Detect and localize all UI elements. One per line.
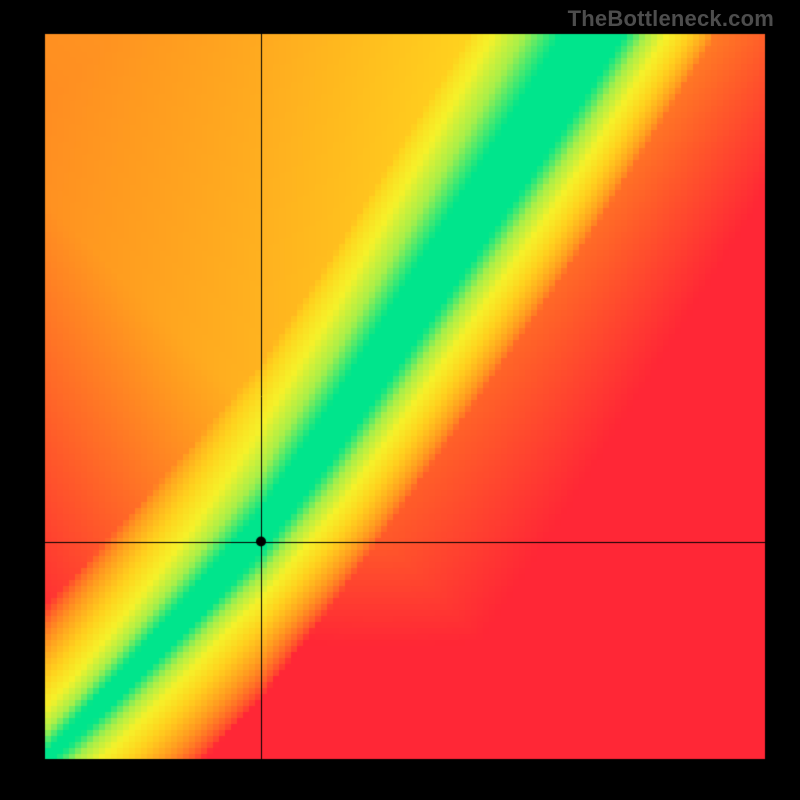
bottleneck-heatmap xyxy=(0,0,800,800)
chart-container: TheBottleneck.com xyxy=(0,0,800,800)
watermark-text: TheBottleneck.com xyxy=(568,6,774,32)
